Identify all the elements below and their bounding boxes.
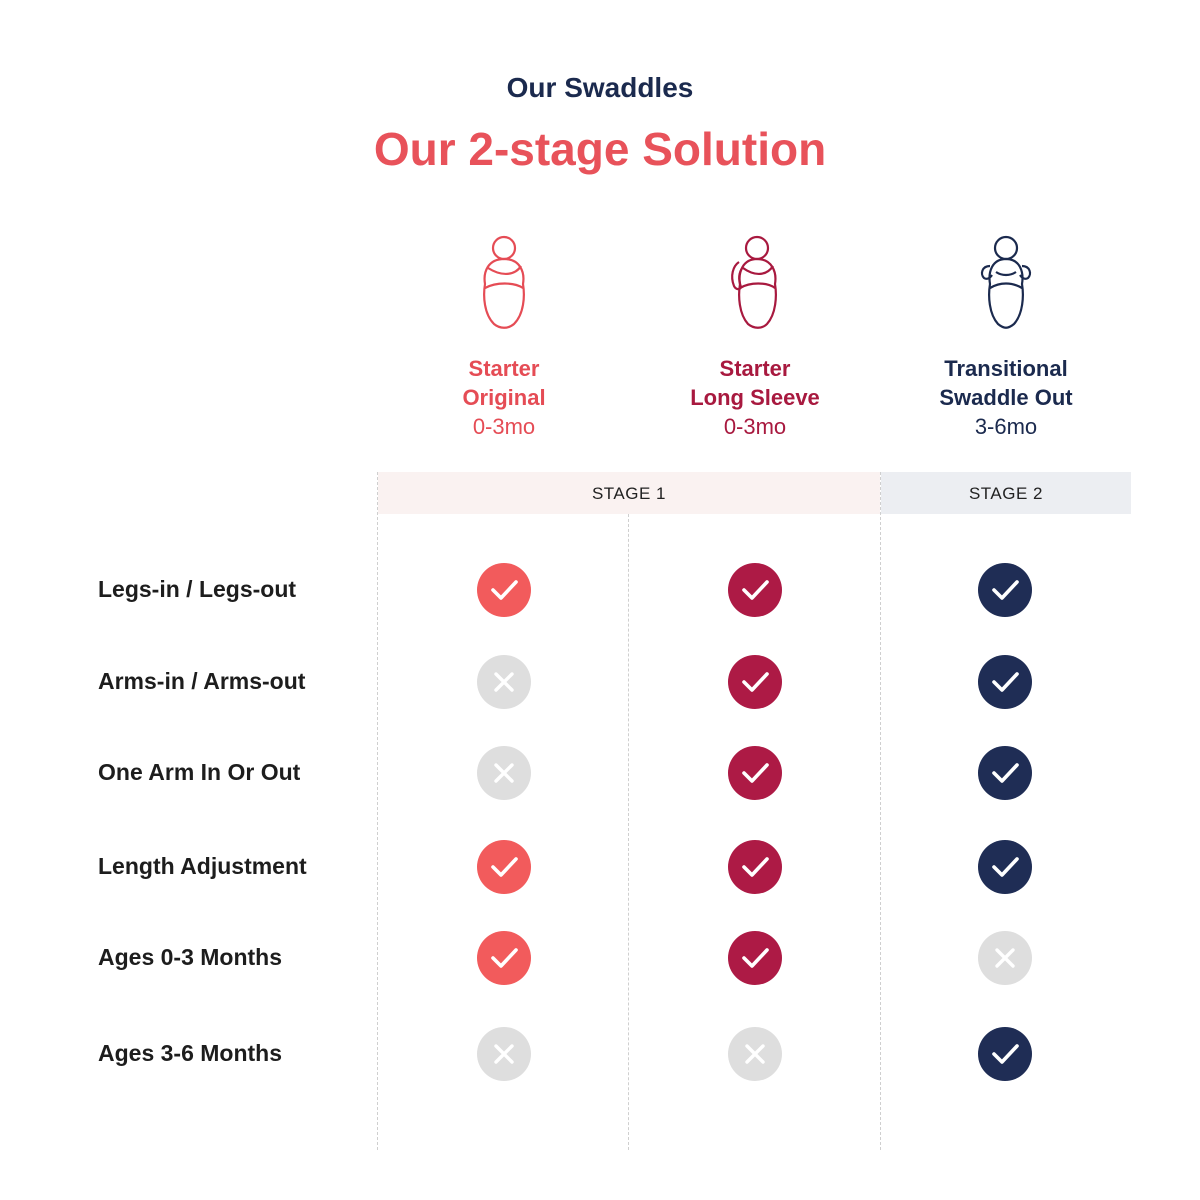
product-age: 3-6mo	[974, 414, 1038, 439]
check-icon	[477, 563, 531, 617]
eyebrow-heading: Our Swaddles	[506, 72, 694, 103]
check-icon	[728, 746, 782, 800]
product-name: Transitional Swaddle Out	[939, 356, 1073, 410]
feature-label: Legs-in / Legs-out	[98, 576, 297, 602]
check-icon	[978, 746, 1032, 800]
check-icon	[728, 931, 782, 985]
page-title: Our 2-stage Solution	[373, 123, 827, 175]
cross-icon	[477, 1027, 531, 1081]
check-icon	[477, 931, 531, 985]
cross-icon	[477, 746, 531, 800]
feature-label: Ages 3-6 Months	[98, 1040, 283, 1066]
feature-label: Ages 0-3 Months	[98, 944, 283, 970]
swaddle-original-icon	[379, 232, 629, 330]
check-icon	[728, 563, 782, 617]
feature-label: Length Adjustment	[98, 853, 307, 879]
column-divider	[628, 514, 629, 1150]
cross-icon	[477, 655, 531, 709]
product-column-starter-long-sleeve: Starter Long Sleeve 0-3mo	[630, 232, 880, 441]
check-icon	[477, 840, 531, 894]
check-icon	[978, 655, 1032, 709]
feature-label: One Arm In Or Out	[98, 759, 301, 785]
cross-icon	[728, 1027, 782, 1081]
swaddle-long-sleeve-icon	[630, 232, 880, 330]
column-divider	[377, 472, 378, 1150]
product-column-transitional-swaddle-out: Transitional Swaddle Out 3-6mo	[881, 232, 1131, 441]
stage-2-header: STAGE 2	[881, 472, 1131, 514]
check-icon	[728, 655, 782, 709]
product-age: 0-3mo	[472, 414, 536, 439]
stage-1-header: STAGE 1	[378, 472, 880, 514]
check-icon	[978, 1027, 1032, 1081]
product-column-starter-original: Starter Original 0-3mo	[379, 232, 629, 441]
check-icon	[728, 840, 782, 894]
cross-icon	[978, 931, 1032, 985]
column-divider	[880, 472, 881, 1150]
product-name: Starter Original	[462, 356, 546, 410]
product-name: Starter Long Sleeve	[690, 356, 820, 410]
product-age: 0-3mo	[723, 414, 787, 439]
check-icon	[978, 563, 1032, 617]
swaddle-out-icon	[881, 232, 1131, 330]
check-icon	[978, 840, 1032, 894]
feature-label: Arms-in / Arms-out	[98, 668, 306, 694]
